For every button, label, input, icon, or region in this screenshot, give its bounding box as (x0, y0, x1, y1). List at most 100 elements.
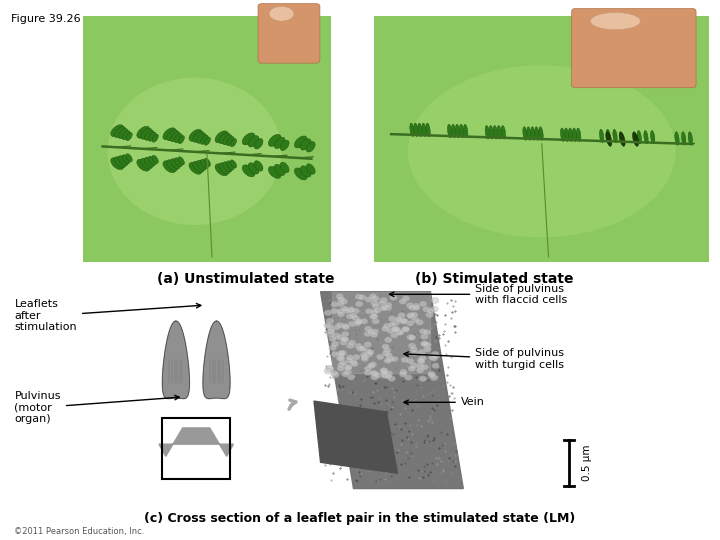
Text: Side of pulvinus
with turgid cells: Side of pulvinus with turgid cells (404, 348, 564, 370)
Circle shape (361, 356, 369, 362)
Circle shape (354, 320, 361, 326)
Ellipse shape (269, 134, 281, 146)
Polygon shape (331, 292, 431, 373)
Ellipse shape (422, 123, 426, 137)
Circle shape (325, 323, 333, 329)
Circle shape (336, 322, 344, 328)
Circle shape (408, 335, 416, 341)
Circle shape (364, 370, 372, 376)
Circle shape (337, 356, 345, 362)
Ellipse shape (459, 124, 464, 138)
Circle shape (384, 337, 392, 343)
Ellipse shape (171, 132, 180, 142)
Bar (112, 286, 281, 489)
Circle shape (340, 336, 348, 342)
Ellipse shape (637, 131, 642, 144)
Circle shape (415, 320, 423, 326)
Circle shape (423, 329, 431, 335)
Bar (374, 16, 709, 262)
Ellipse shape (215, 131, 228, 143)
Circle shape (427, 308, 435, 314)
Ellipse shape (300, 166, 311, 177)
Circle shape (392, 320, 400, 326)
Circle shape (324, 368, 332, 374)
Ellipse shape (108, 78, 282, 225)
Circle shape (418, 349, 426, 355)
Circle shape (355, 319, 363, 325)
Circle shape (346, 343, 354, 349)
Ellipse shape (145, 157, 154, 167)
Circle shape (328, 327, 336, 333)
Circle shape (387, 356, 395, 362)
Ellipse shape (294, 136, 307, 148)
Ellipse shape (688, 132, 693, 145)
Ellipse shape (114, 157, 126, 168)
Circle shape (344, 369, 351, 375)
Circle shape (336, 308, 344, 314)
Ellipse shape (219, 133, 230, 144)
Ellipse shape (230, 139, 237, 147)
Circle shape (352, 354, 360, 360)
Circle shape (399, 372, 407, 377)
Circle shape (431, 351, 439, 357)
Circle shape (428, 354, 436, 360)
Ellipse shape (189, 162, 202, 174)
Circle shape (423, 346, 431, 352)
Text: Vein: Vein (404, 397, 485, 407)
Circle shape (416, 367, 424, 373)
Text: (b) Stimulated state: (b) Stimulated state (415, 272, 573, 286)
Circle shape (355, 319, 363, 325)
Circle shape (431, 306, 438, 312)
Ellipse shape (572, 128, 577, 141)
Text: Figure 39.26: Figure 39.26 (11, 14, 81, 24)
Circle shape (341, 331, 349, 337)
Circle shape (341, 371, 349, 377)
Ellipse shape (633, 132, 639, 146)
Ellipse shape (171, 159, 180, 169)
Ellipse shape (300, 139, 311, 150)
Ellipse shape (230, 160, 237, 168)
Ellipse shape (644, 131, 648, 144)
Ellipse shape (126, 154, 132, 162)
Ellipse shape (126, 132, 132, 141)
Circle shape (381, 373, 389, 379)
Ellipse shape (118, 156, 128, 166)
Ellipse shape (111, 158, 124, 170)
Circle shape (365, 352, 373, 357)
Ellipse shape (498, 126, 502, 139)
Circle shape (371, 370, 379, 376)
Ellipse shape (140, 158, 152, 169)
Ellipse shape (222, 162, 233, 172)
Polygon shape (320, 292, 464, 489)
Circle shape (407, 313, 415, 319)
Circle shape (383, 323, 391, 329)
Polygon shape (159, 428, 233, 456)
Circle shape (365, 296, 373, 302)
Circle shape (372, 295, 379, 301)
Circle shape (352, 308, 360, 314)
Circle shape (339, 360, 347, 366)
Circle shape (408, 366, 415, 372)
Circle shape (364, 326, 372, 332)
Circle shape (388, 315, 396, 321)
Ellipse shape (501, 126, 505, 139)
Circle shape (331, 351, 339, 357)
Circle shape (407, 334, 415, 340)
Text: (c) Cross section of a leaflet pair in the stimulated state (LM): (c) Cross section of a leaflet pair in t… (145, 512, 575, 525)
Circle shape (384, 357, 392, 363)
Circle shape (402, 327, 410, 333)
Circle shape (417, 359, 425, 365)
Circle shape (369, 293, 377, 299)
Ellipse shape (148, 132, 156, 141)
Bar (162, 418, 230, 478)
Circle shape (384, 373, 392, 379)
Circle shape (324, 310, 332, 316)
Circle shape (337, 311, 345, 317)
Circle shape (390, 295, 397, 301)
Circle shape (396, 318, 404, 324)
Circle shape (401, 357, 409, 363)
Circle shape (333, 333, 341, 339)
Circle shape (346, 313, 354, 319)
Circle shape (371, 329, 379, 335)
Circle shape (364, 341, 372, 347)
